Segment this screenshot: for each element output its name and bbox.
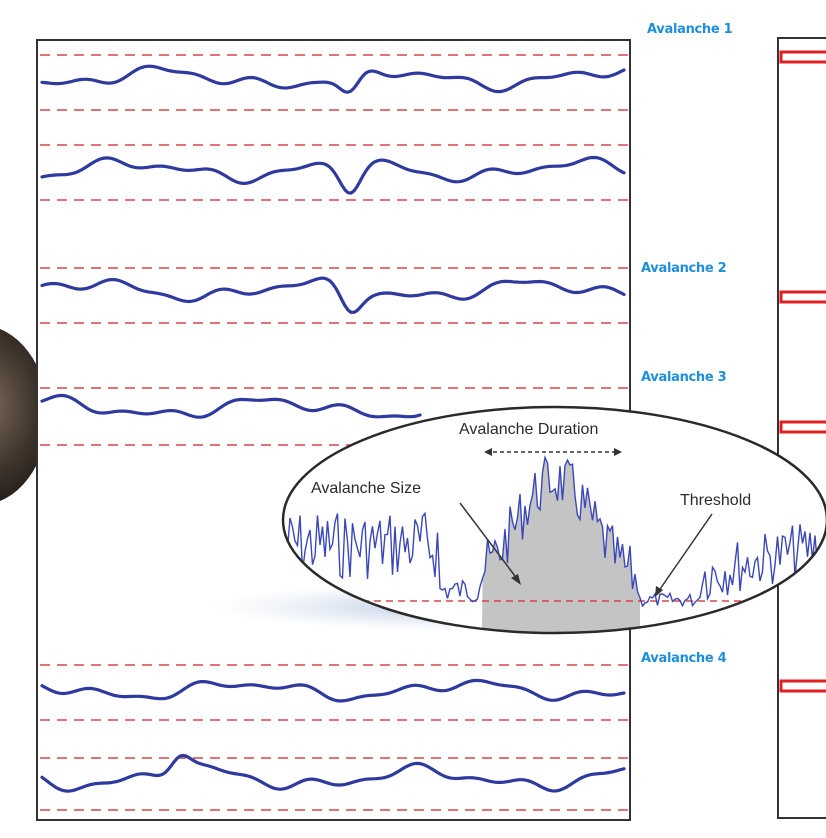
avalanche-2-label: Avalanche 2	[641, 261, 727, 276]
avalanche-size-label: Avalanche Size	[311, 480, 421, 497]
avalanche-1-label: Avalanche 1	[647, 22, 733, 37]
avalanche-3-label: Avalanche 3	[641, 370, 727, 385]
size-pointer	[459, 502, 521, 585]
duration-arrow	[484, 448, 622, 456]
event-marker-4	[779, 679, 826, 693]
zoom-inset	[281, 405, 826, 635]
zoom-ellipse-border	[281, 405, 826, 635]
signal-trace-3	[40, 276, 626, 314]
event-markers	[779, 50, 826, 693]
threshold-pointer	[655, 513, 713, 597]
signal-trace-5	[40, 678, 626, 703]
avalanche-area	[482, 457, 640, 633]
signal-trace-4	[40, 393, 422, 419]
event-marker-2	[779, 290, 826, 304]
event-marker-3	[779, 420, 826, 434]
avalanche-4-label: Avalanche 4	[641, 651, 727, 666]
event-marker-1	[779, 50, 826, 64]
signal-traces	[40, 64, 626, 793]
threshold-label: Threshold	[680, 492, 752, 509]
signal-trace-2	[40, 155, 626, 195]
zoom-signal-trace	[284, 454, 826, 608]
right-panel-frame	[777, 37, 826, 819]
threshold-lines	[40, 54, 628, 811]
signal-trace-6	[40, 753, 626, 793]
signal-trace-1	[40, 64, 626, 94]
dark-blob	[0, 329, 48, 501]
avalanche-duration-label: Avalanche Duration	[459, 421, 599, 438]
